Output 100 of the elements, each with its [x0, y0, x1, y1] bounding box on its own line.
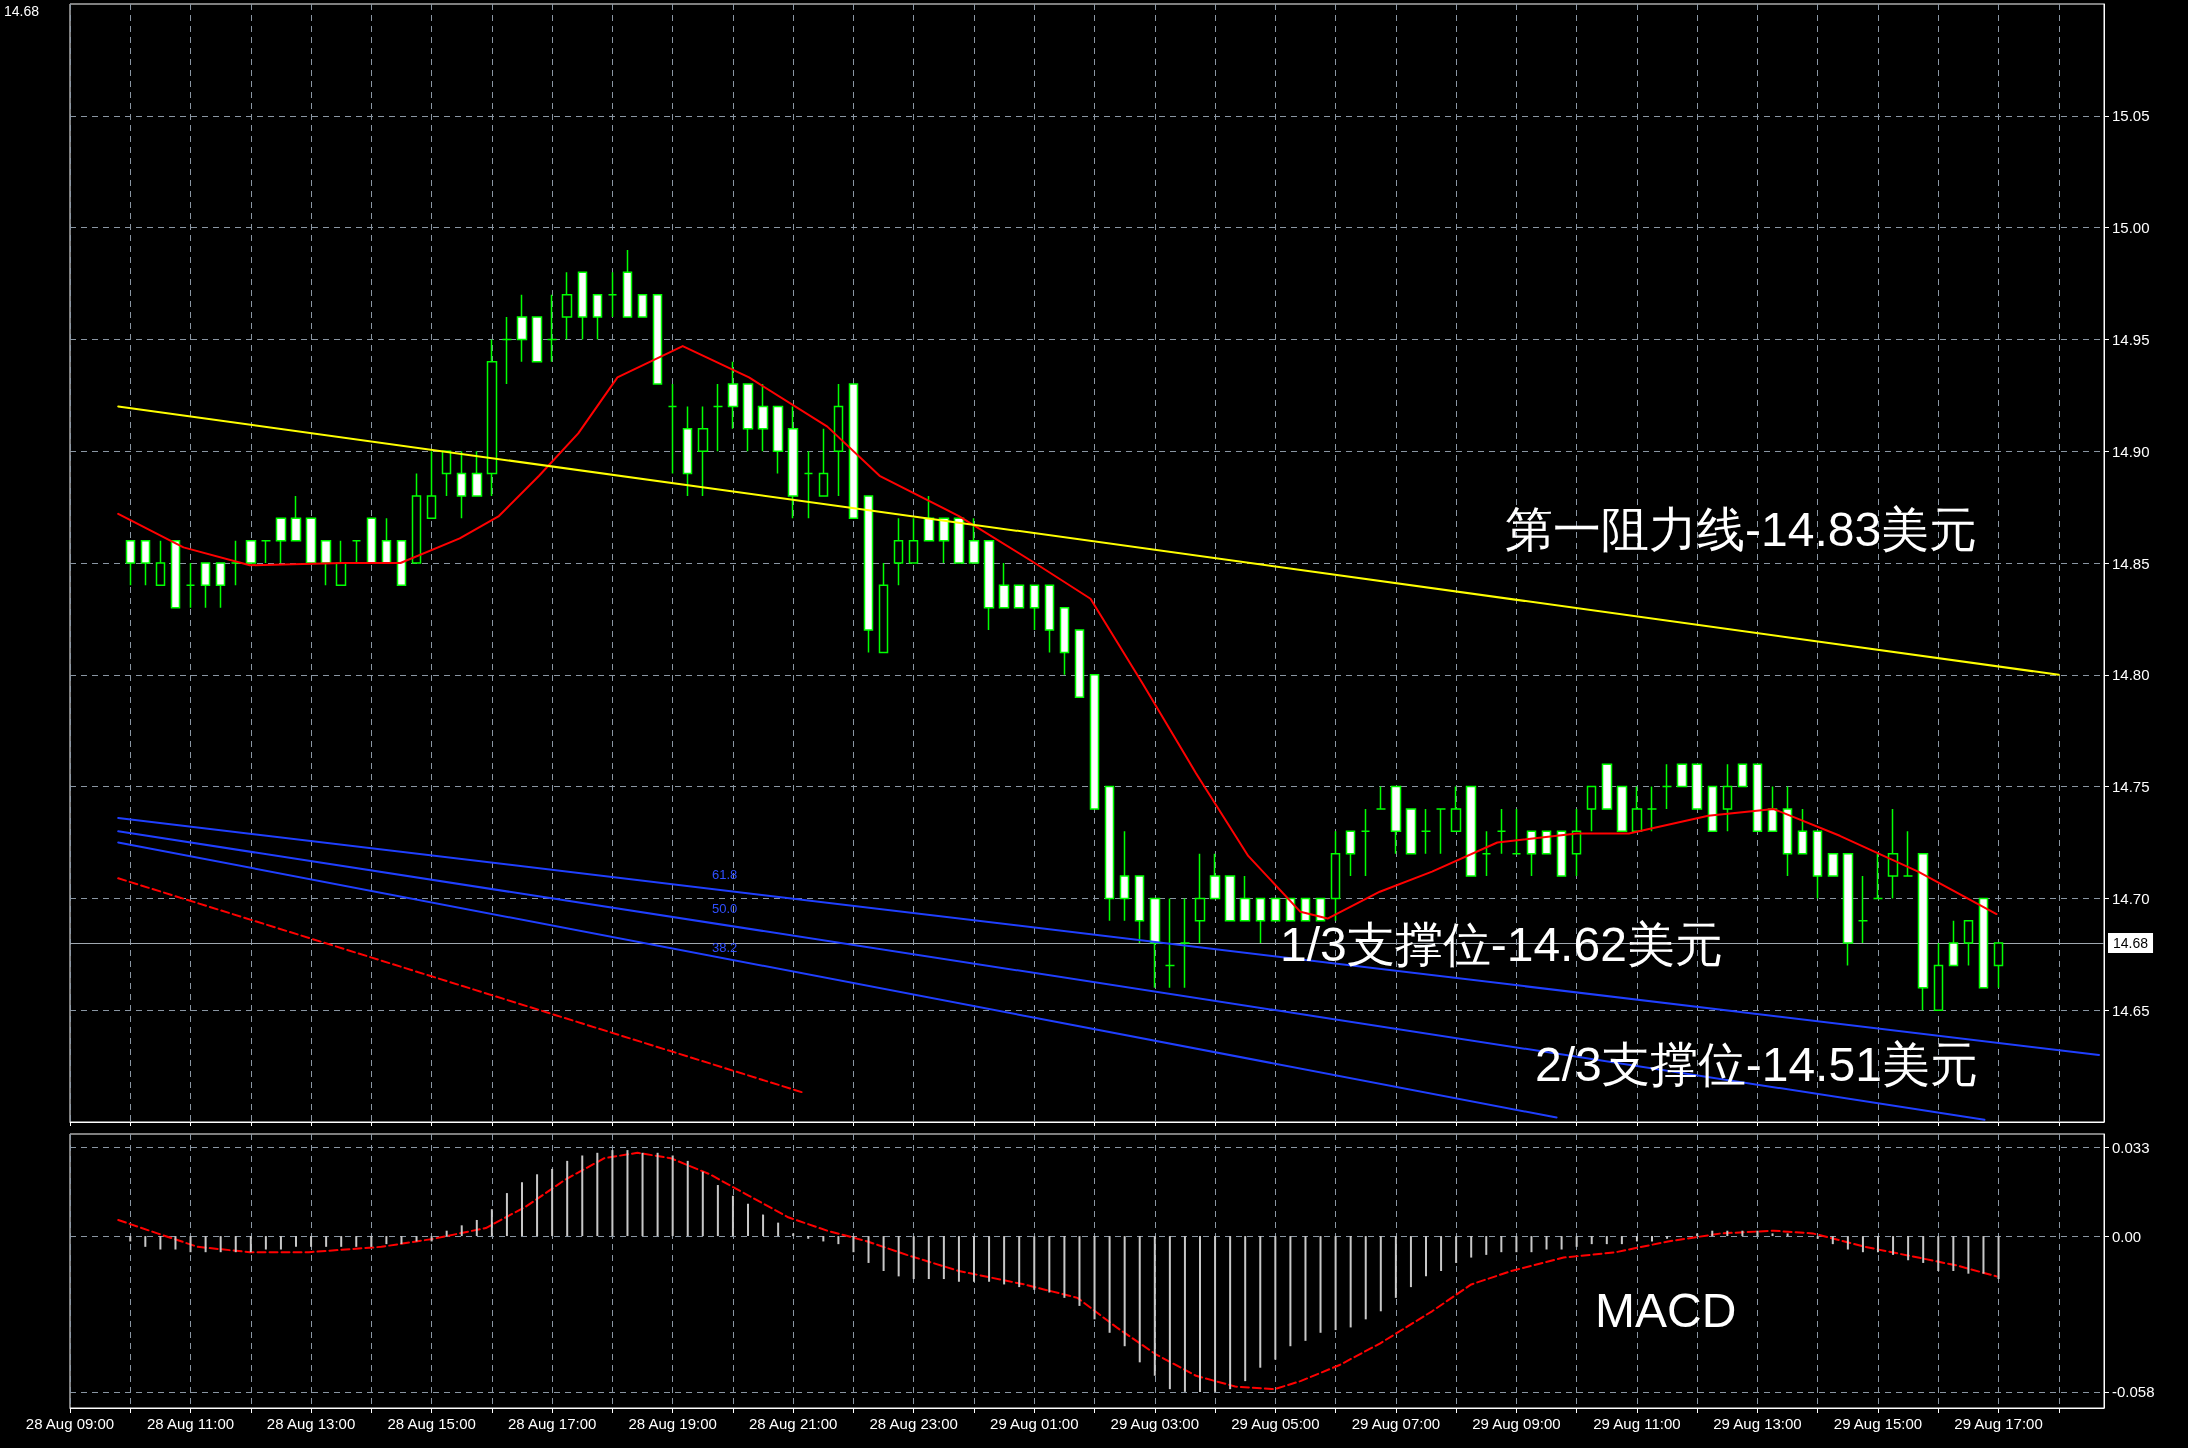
candlestick [1405, 808, 1417, 855]
x-tick-label: 29 Aug 13:00 [1713, 1415, 1802, 1432]
x-tick-label: 29 Aug 17:00 [1954, 1415, 2043, 1432]
candlestick [1857, 875, 1869, 944]
bar [1018, 1236, 1021, 1288]
candlestick [1104, 785, 1115, 922]
bar [957, 1236, 960, 1282]
bar [1620, 1236, 1623, 1245]
bar [219, 1236, 222, 1253]
bar [1545, 1236, 1548, 1250]
candlestick [1963, 920, 1974, 967]
y-tick-label: -0.058 [2112, 1383, 2155, 1401]
candlestick [245, 539, 257, 564]
bar [521, 1182, 523, 1237]
candlestick [908, 517, 919, 564]
bar [1952, 1236, 1955, 1271]
bar [1409, 1236, 1412, 1288]
candlestick [531, 316, 543, 363]
y-tick-label: 15.00 [2112, 219, 2150, 237]
x-tick-label: 29 Aug 07:00 [1351, 1415, 1441, 1432]
bar [1907, 1236, 1910, 1261]
bar [1741, 1230, 1744, 1237]
bar [942, 1236, 945, 1280]
candlestick [1330, 830, 1341, 922]
bar [581, 1155, 584, 1237]
candlestick [697, 405, 709, 497]
candlestick [787, 405, 799, 520]
x-tick-label: 29 Aug 03:00 [1110, 1415, 1200, 1432]
bar [355, 1236, 358, 1247]
bar [686, 1160, 689, 1237]
y-tick-label: 0.033 [2112, 1138, 2150, 1156]
x-tick-label: 29 Aug 01:00 [990, 1415, 1079, 1432]
bar [882, 1236, 885, 1271]
candlestick [230, 539, 241, 587]
bar [1846, 1236, 1849, 1250]
bar [1440, 1236, 1443, 1271]
candlestick [757, 383, 769, 452]
bar [1651, 1236, 1653, 1242]
candlestick [1496, 808, 1507, 855]
bar [701, 1171, 704, 1237]
y-tick-label: 15.05 [2112, 107, 2150, 125]
candlestick [1435, 808, 1447, 855]
bar [189, 1236, 192, 1253]
bar [792, 1233, 795, 1237]
candlestick [1978, 897, 1989, 989]
bar [1575, 1236, 1578, 1247]
bar [400, 1236, 403, 1245]
bar [1726, 1230, 1729, 1237]
candlestick [1074, 629, 1085, 698]
bar [295, 1236, 297, 1247]
candlestick [1209, 852, 1221, 900]
candlestick [1586, 785, 1597, 833]
bar [1711, 1230, 1714, 1237]
candlestick [1827, 852, 1839, 877]
bar [1274, 1236, 1277, 1360]
bar [1590, 1236, 1593, 1245]
bar [1199, 1236, 1201, 1392]
y-tick-label: 14.90 [2112, 442, 2150, 460]
candlestick [1465, 785, 1477, 877]
candlestick [335, 539, 347, 587]
candlestick [592, 293, 603, 341]
bar [1922, 1236, 1925, 1263]
candlestick [200, 562, 211, 609]
candlestick [1360, 808, 1371, 877]
bar [340, 1236, 343, 1247]
bar [596, 1152, 599, 1237]
candlestick [516, 293, 528, 363]
candlestick [366, 517, 377, 564]
bar [1048, 1236, 1051, 1293]
bar [1982, 1236, 1985, 1274]
bar [385, 1236, 388, 1245]
candlestick [1194, 852, 1206, 944]
bar [505, 1193, 508, 1237]
candlestick [1224, 875, 1236, 922]
bar [460, 1225, 463, 1237]
bar [1861, 1236, 1864, 1253]
bar [1394, 1236, 1397, 1298]
candlestick [652, 293, 663, 385]
candlestick [441, 450, 452, 497]
annotation: 第一阻力线-14.83美元 [1505, 502, 1978, 556]
candlestick [396, 539, 407, 587]
bar [234, 1236, 237, 1253]
candlestick [1013, 584, 1025, 609]
bar [656, 1152, 659, 1237]
candlestick [1571, 808, 1582, 877]
x-tick-label: 29 Aug 05:00 [1231, 1415, 1320, 1432]
bar [897, 1236, 900, 1277]
candlestick [185, 562, 196, 609]
annotation: 38.2 [712, 940, 738, 955]
candlestick [381, 517, 392, 564]
bar [1892, 1236, 1895, 1255]
bar [204, 1236, 207, 1253]
candlestick [803, 450, 814, 520]
x-tick-label: 29 Aug 15:00 [1833, 1415, 1923, 1432]
candlestick [1812, 830, 1823, 900]
bar [988, 1236, 991, 1282]
bar [1470, 1236, 1473, 1258]
candlestick [1752, 763, 1763, 833]
bar [1877, 1236, 1879, 1253]
bar [536, 1174, 539, 1237]
